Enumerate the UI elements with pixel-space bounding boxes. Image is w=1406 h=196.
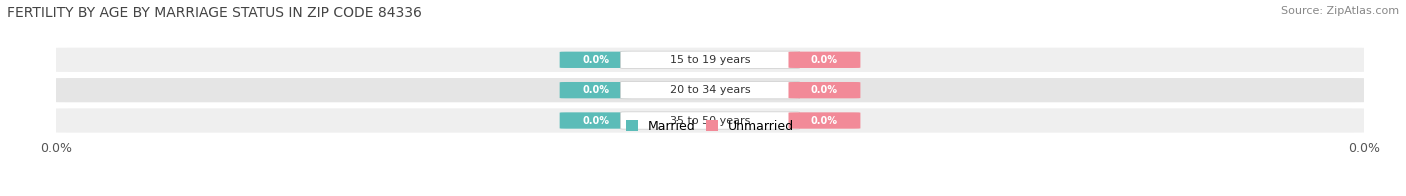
FancyBboxPatch shape <box>44 108 1376 133</box>
Text: 0.0%: 0.0% <box>582 115 609 125</box>
FancyBboxPatch shape <box>620 82 800 99</box>
FancyBboxPatch shape <box>44 48 1376 72</box>
Text: 15 to 19 years: 15 to 19 years <box>669 55 751 65</box>
FancyBboxPatch shape <box>789 112 860 129</box>
Legend: Married, Unmarried: Married, Unmarried <box>626 120 794 133</box>
Text: 0.0%: 0.0% <box>582 85 609 95</box>
Text: 35 to 50 years: 35 to 50 years <box>669 115 751 125</box>
FancyBboxPatch shape <box>789 82 860 98</box>
Text: 0.0%: 0.0% <box>811 85 838 95</box>
FancyBboxPatch shape <box>620 51 800 68</box>
Text: 0.0%: 0.0% <box>811 55 838 65</box>
FancyBboxPatch shape <box>620 112 800 129</box>
FancyBboxPatch shape <box>560 52 631 68</box>
Text: 0.0%: 0.0% <box>582 55 609 65</box>
Text: 20 to 34 years: 20 to 34 years <box>669 85 751 95</box>
Text: Source: ZipAtlas.com: Source: ZipAtlas.com <box>1281 6 1399 16</box>
Text: 0.0%: 0.0% <box>811 115 838 125</box>
Text: FERTILITY BY AGE BY MARRIAGE STATUS IN ZIP CODE 84336: FERTILITY BY AGE BY MARRIAGE STATUS IN Z… <box>7 6 422 20</box>
FancyBboxPatch shape <box>560 112 631 129</box>
FancyBboxPatch shape <box>560 82 631 98</box>
FancyBboxPatch shape <box>44 78 1376 102</box>
FancyBboxPatch shape <box>789 52 860 68</box>
